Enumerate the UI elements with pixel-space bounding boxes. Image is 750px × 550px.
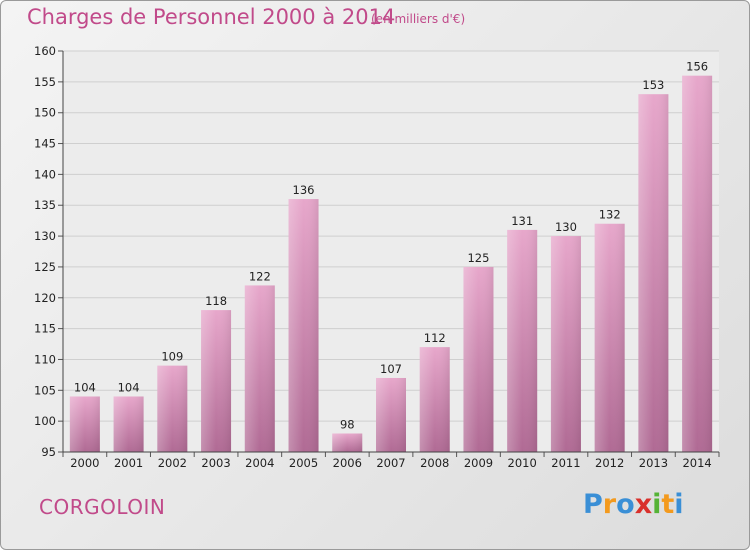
commune-name: CORGOLOIN [39, 495, 166, 519]
x-tick-label: 2000 [70, 456, 99, 470]
y-tick-label: 95 [41, 445, 56, 459]
x-tick-label: 2004 [245, 456, 274, 470]
y-tick-label: 160 [34, 44, 56, 58]
data-label: 156 [686, 60, 708, 74]
bar-shade [113, 396, 144, 452]
proxiti-logo: Proxiti [583, 489, 684, 520]
chart-title: Charges de Personnel 2000 à 2014 [27, 5, 396, 29]
axes: 95 100 105 110 115 120 125 130 135 140 145 150 155 16… [34, 44, 720, 470]
x-tick-label: 2003 [201, 456, 230, 470]
y-tick-label: 100 [34, 414, 56, 428]
data-label: 118 [205, 294, 227, 308]
data-label: 136 [293, 183, 315, 197]
bar-shade [594, 223, 625, 452]
y-tick-label: 145 [34, 137, 56, 151]
data-label: 153 [642, 78, 664, 92]
x-tick-label: 2008 [420, 456, 449, 470]
bar-shade [376, 377, 406, 452]
x-tick-label: 2001 [114, 456, 143, 470]
logo-letter: t [661, 489, 675, 520]
x-tick-label: 2010 [508, 456, 537, 470]
y-tick-label: 110 [34, 352, 56, 366]
logo-letter: x [634, 489, 653, 520]
y-tick-label: 125 [34, 260, 56, 274]
bar-shade [201, 310, 232, 452]
y-tick-label: 135 [34, 198, 56, 212]
x-tick-label: 2007 [376, 456, 405, 470]
y-tick-label: 120 [34, 291, 56, 305]
data-label: 107 [380, 362, 402, 376]
data-label: 104 [74, 380, 96, 394]
bar-shade [638, 94, 669, 452]
data-label: 131 [511, 214, 533, 228]
bars: 104 104 109 118 122 136 98 107 112 125 131 130 132 15… [69, 60, 713, 452]
logo-letter: i [652, 489, 662, 520]
logo-letter: o [616, 489, 635, 520]
data-label: 130 [555, 220, 577, 234]
bar-shade [419, 347, 450, 452]
data-label: 132 [599, 208, 621, 222]
data-label: 122 [249, 269, 271, 283]
logo-letter: r [602, 489, 617, 520]
data-label: 125 [467, 251, 489, 265]
bar-shade [244, 285, 275, 452]
chart-subtitle: (en milliers d'€) [371, 12, 466, 26]
y-tick-label: 140 [34, 167, 56, 181]
x-tick-label: 2013 [639, 456, 668, 470]
logo-letter: i [674, 489, 684, 520]
logo-letter: P [583, 489, 603, 520]
y-tick-label: 150 [34, 106, 56, 120]
bar-shade [507, 229, 538, 452]
x-tick-label: 2002 [158, 456, 187, 470]
bar-shade [69, 396, 100, 452]
bar-shade [550, 236, 581, 452]
bar-shade [682, 75, 713, 452]
x-tick-label: 2012 [595, 456, 624, 470]
x-tick-label: 2009 [464, 456, 493, 470]
bar-shade [463, 266, 494, 452]
y-tick-label: 105 [34, 383, 56, 397]
x-tick-label: 2011 [551, 456, 580, 470]
bar-shade [157, 365, 188, 452]
y-tick-label: 115 [34, 322, 56, 336]
data-label: 112 [424, 331, 446, 345]
y-tick-label: 130 [34, 229, 56, 243]
data-label: 98 [340, 417, 355, 431]
x-tick-label: 2006 [333, 456, 362, 470]
bar-shade [332, 433, 363, 452]
x-tick-label: 2014 [682, 456, 711, 470]
data-label: 104 [118, 380, 140, 394]
x-tick-label: 2005 [289, 456, 318, 470]
data-label: 109 [161, 350, 183, 364]
y-tick-label: 155 [34, 75, 56, 89]
bar-shade [288, 199, 319, 452]
